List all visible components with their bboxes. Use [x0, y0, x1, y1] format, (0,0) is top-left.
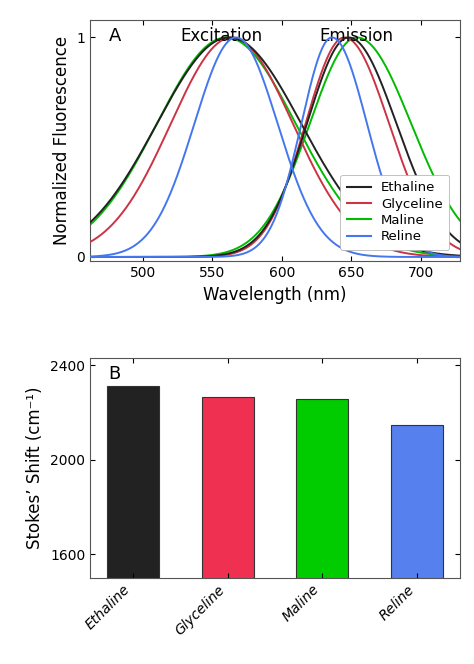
Bar — [107, 386, 159, 664]
Bar — [391, 426, 443, 664]
X-axis label: Wavelength (nm): Wavelength (nm) — [203, 286, 346, 304]
Text: Emission: Emission — [319, 27, 393, 45]
Text: B: B — [109, 365, 121, 382]
Y-axis label: Stokes’ Shift (cm⁻¹): Stokes’ Shift (cm⁻¹) — [27, 386, 45, 549]
Text: A: A — [109, 27, 121, 45]
Legend: Ethaline, Glyceline, Maline, Reline: Ethaline, Glyceline, Maline, Reline — [340, 175, 449, 250]
Bar — [201, 397, 254, 664]
Bar — [296, 399, 348, 664]
Y-axis label: Normalized Fluorescence: Normalized Fluorescence — [53, 36, 71, 245]
Text: Excitation: Excitation — [180, 27, 263, 45]
